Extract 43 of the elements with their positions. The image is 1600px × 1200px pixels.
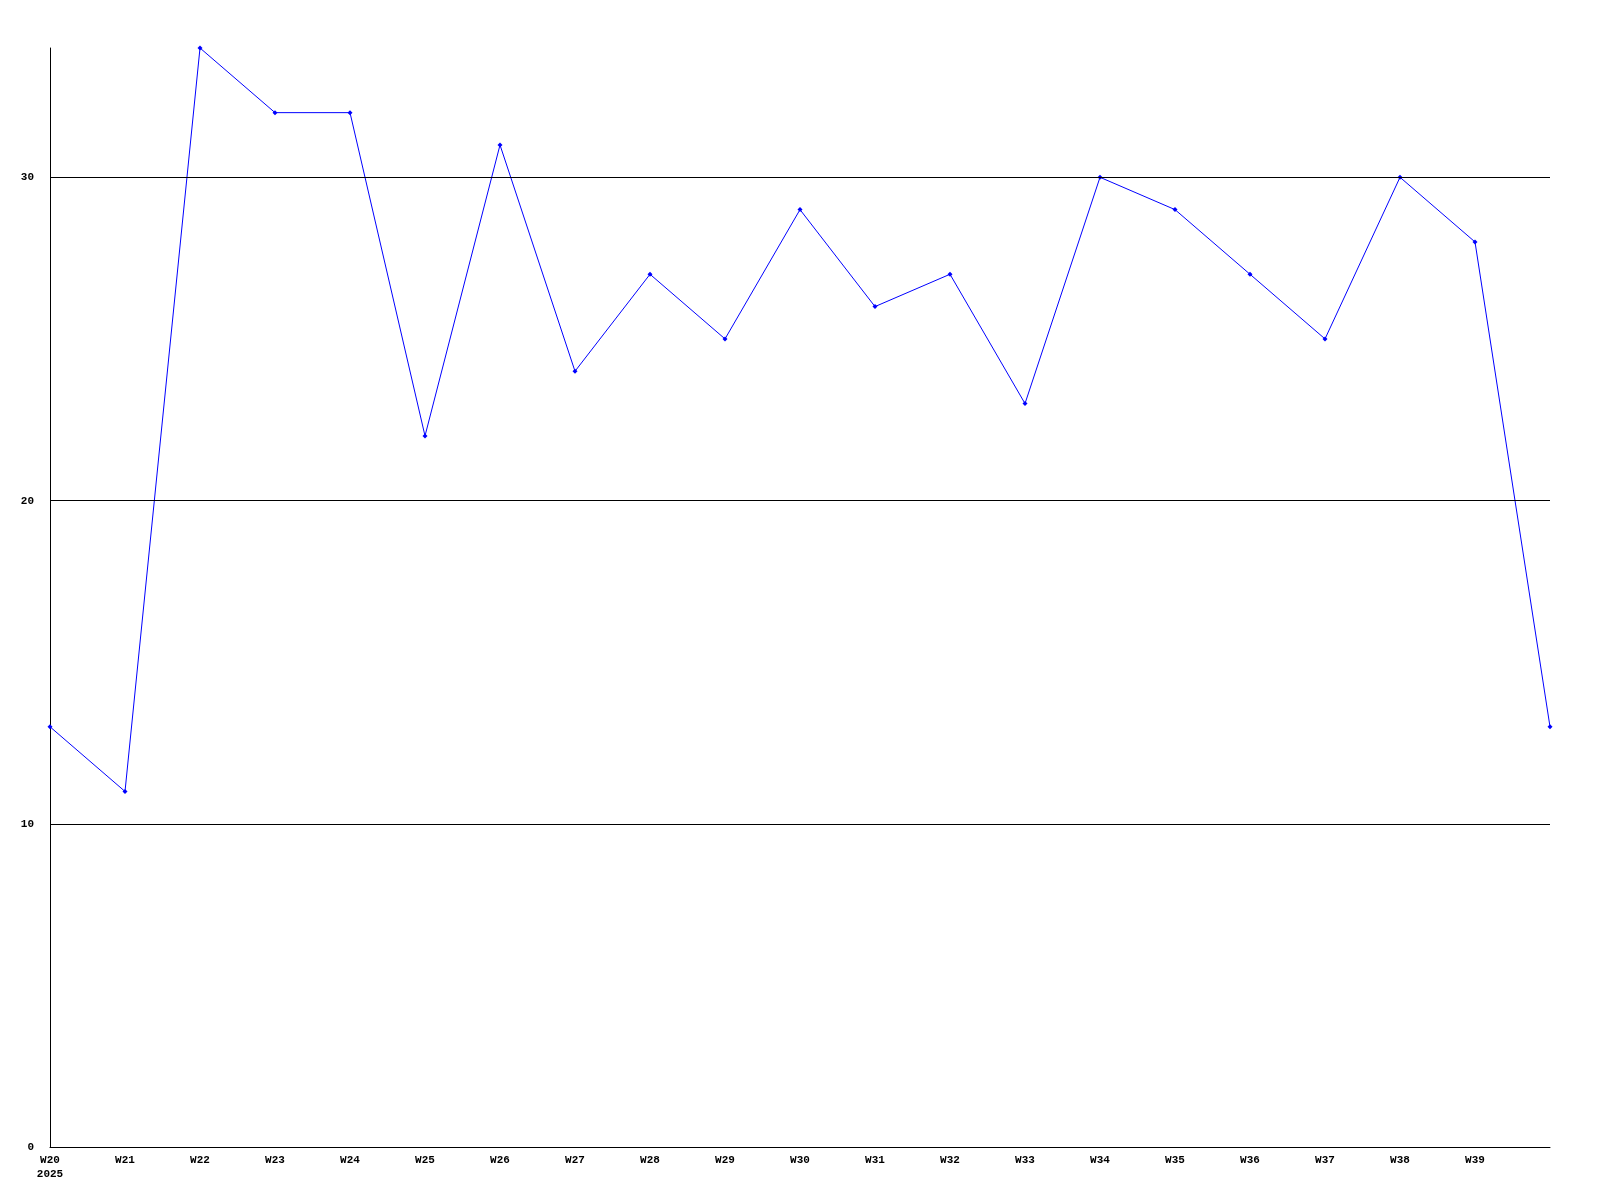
point [197,45,203,51]
point [1547,724,1553,730]
x-tick-label: W28 [640,1154,661,1166]
point [797,207,803,213]
x-tick-label: W27 [565,1154,585,1166]
point [422,433,428,439]
point [1247,271,1253,277]
x-tick-label: W33 [1015,1154,1036,1166]
x-tick-label: W35 [1165,1154,1186,1166]
point [872,304,878,310]
point [1322,336,1328,342]
x-tick-label: W24 [340,1154,361,1166]
y-tick-label: 10 [20,817,34,830]
x-tick-label: W23 [265,1154,286,1166]
point [1022,401,1028,407]
y-tick-label: 20 [20,494,34,507]
point [947,271,953,277]
x-tick-label: W26 [490,1154,510,1166]
x-tick-label: W29 [715,1154,735,1166]
point [497,142,503,148]
x-tick-label: W39 [1465,1154,1485,1166]
point [122,788,128,794]
x-tick-label: W32 [940,1154,960,1166]
point [572,368,578,374]
x-tick-label: W21 [115,1154,136,1166]
x-tick-label: W30 [790,1154,810,1166]
point [272,110,278,116]
y-tick-label: 0 [27,1141,34,1153]
x-tick-label: W22 [190,1154,210,1166]
x-tick-label: W20 2025 [36,1154,64,1180]
point [347,110,353,116]
x-tick-label: W38 [1390,1154,1411,1166]
point [722,336,728,342]
x-tick-label: W31 [865,1154,886,1166]
y-tick-label: 30 [20,171,34,184]
x-tick-label: W36 [1240,1154,1260,1166]
x-tick-label: W25 [415,1154,436,1166]
point [1472,239,1478,245]
x-tick-label: W37 [1315,1154,1335,1166]
point [47,724,53,730]
point [647,271,653,277]
x-tick-label: W34 [1090,1154,1111,1166]
point [1172,207,1178,213]
